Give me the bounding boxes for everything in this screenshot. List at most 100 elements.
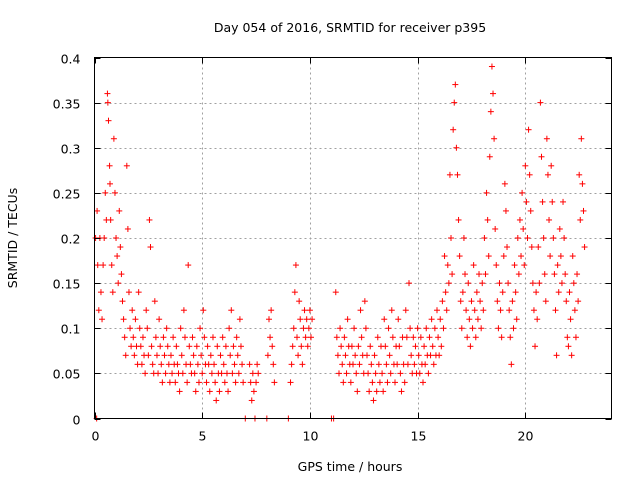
x-tick-label: 20 — [518, 429, 534, 444]
data-point — [165, 361, 172, 368]
data-point — [230, 343, 237, 350]
data-point — [110, 135, 117, 142]
data-point — [561, 235, 568, 241]
y-tick-label: 0.35 — [53, 97, 81, 112]
data-point — [547, 253, 554, 260]
data-point — [137, 343, 144, 350]
data-point — [344, 316, 351, 323]
data-point — [136, 325, 143, 332]
data-point — [214, 343, 221, 350]
data-point — [441, 253, 448, 260]
data-point — [138, 361, 145, 368]
data-point — [269, 343, 276, 350]
data-point — [558, 280, 565, 287]
data-point — [571, 307, 578, 314]
data-point — [235, 370, 242, 377]
data-point — [524, 235, 531, 241]
data-point — [249, 370, 256, 377]
data-point — [460, 235, 467, 241]
data-point — [271, 379, 278, 386]
data-point — [553, 352, 560, 359]
data-point — [351, 325, 358, 332]
data-point — [205, 361, 212, 368]
chart-title: Day 054 of 2016, SRMTID for receiver p39… — [214, 20, 486, 35]
data-point — [408, 352, 415, 359]
data-point — [490, 90, 497, 97]
data-point — [306, 307, 313, 314]
data-point — [296, 298, 303, 305]
data-point — [421, 343, 428, 350]
data-point — [498, 334, 505, 341]
data-point — [232, 379, 239, 386]
data-point — [159, 379, 166, 386]
y-tick-label: 0.4 — [61, 52, 81, 67]
data-point — [575, 298, 582, 305]
data-point — [107, 180, 114, 187]
data-point — [452, 81, 459, 88]
data-point — [370, 397, 377, 404]
data-point — [297, 316, 304, 323]
data-point — [247, 379, 254, 386]
x-tick-labels: 0 5 10 15 20 — [92, 429, 534, 444]
data-point — [392, 379, 399, 386]
data-point — [160, 334, 167, 341]
data-point — [479, 280, 486, 287]
data-point — [407, 325, 414, 332]
data-point — [369, 379, 376, 386]
data-point — [125, 289, 132, 296]
data-point — [507, 334, 514, 341]
data-point — [431, 325, 438, 332]
data-point — [562, 271, 569, 278]
data-point — [438, 343, 445, 350]
data-point — [375, 361, 382, 368]
data-point — [221, 379, 228, 386]
data-point — [255, 370, 262, 377]
data-point — [385, 325, 392, 332]
data-point — [529, 280, 536, 287]
data-point — [428, 316, 435, 323]
data-point — [448, 235, 455, 241]
data-point — [523, 198, 530, 205]
data-point — [394, 361, 401, 368]
data-point — [128, 343, 135, 350]
data-point — [132, 316, 139, 323]
data-point — [541, 271, 548, 278]
data-point — [155, 370, 162, 377]
data-point — [177, 325, 184, 332]
data-points — [92, 63, 588, 422]
data-point — [193, 343, 200, 350]
data-point — [457, 298, 464, 305]
data-point — [194, 361, 201, 368]
data-point — [120, 316, 127, 323]
data-point — [207, 352, 214, 359]
data-point — [435, 334, 442, 341]
data-point — [301, 307, 308, 314]
data-point — [124, 225, 131, 232]
data-point — [451, 99, 458, 106]
data-point — [253, 379, 260, 386]
data-point — [149, 361, 156, 368]
data-point — [429, 343, 436, 350]
data-point — [130, 334, 137, 341]
data-point — [404, 361, 411, 368]
data-point — [484, 216, 491, 223]
data-point — [458, 325, 465, 332]
data-point — [468, 298, 475, 305]
data-point — [200, 307, 207, 314]
data-point — [218, 370, 225, 377]
data-point — [539, 198, 546, 205]
y-tick-label: 0 — [73, 413, 81, 428]
data-point — [365, 370, 372, 377]
data-point — [216, 388, 223, 395]
data-point — [581, 244, 588, 251]
data-point — [220, 361, 227, 368]
data-point — [348, 343, 355, 350]
data-point — [367, 343, 374, 350]
data-point — [495, 325, 502, 332]
data-point — [143, 307, 150, 314]
data-point — [552, 307, 559, 314]
data-point — [94, 207, 101, 214]
data-point — [487, 108, 494, 115]
data-point — [113, 235, 120, 241]
data-point — [197, 325, 204, 332]
